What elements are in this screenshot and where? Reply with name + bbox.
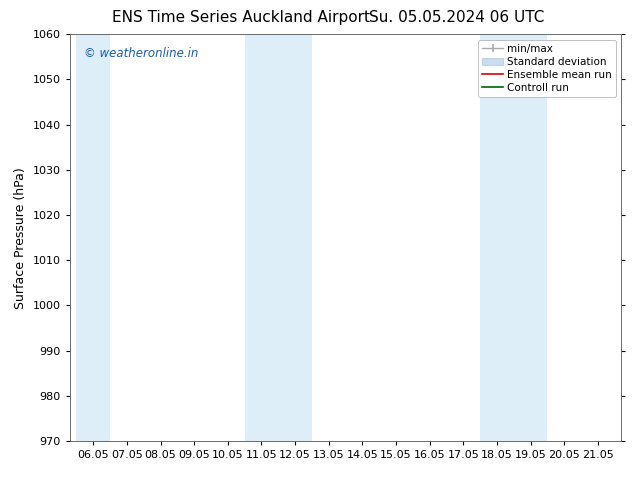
Bar: [77, 34, 110, 441]
Text: ENS Time Series Auckland Airport: ENS Time Series Auckland Airport: [112, 10, 370, 25]
Text: © weatheronline.in: © weatheronline.in: [84, 47, 198, 59]
Legend: min/max, Standard deviation, Ensemble mean run, Controll run: min/max, Standard deviation, Ensemble me…: [478, 40, 616, 97]
Bar: [480, 34, 547, 441]
Y-axis label: Surface Pressure (hPa): Surface Pressure (hPa): [14, 167, 27, 309]
Bar: [245, 34, 312, 441]
Text: Su. 05.05.2024 06 UTC: Su. 05.05.2024 06 UTC: [369, 10, 544, 25]
